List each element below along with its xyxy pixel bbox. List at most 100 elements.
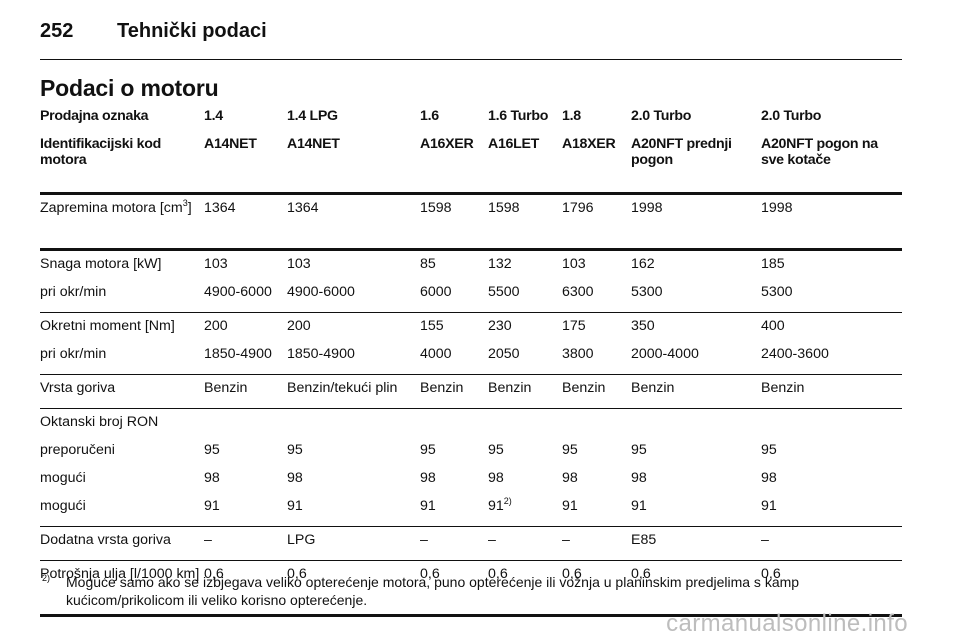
table-cell: Benzin <box>204 374 287 409</box>
table-cell: – <box>562 526 631 561</box>
page-header: Tehnički podaci <box>117 20 267 42</box>
table-cell: 98 <box>562 470 578 486</box>
table-cell: 3800 <box>562 346 631 375</box>
table-row: Oktanski broj RON <box>40 409 902 443</box>
table-row: pri okr/min 1850-4900 1850-4900 4000 205… <box>40 346 902 375</box>
table-row: preporučeni 95 95 95 95 95 95 95 <box>40 442 902 470</box>
table-cell: 200 <box>204 318 228 334</box>
header-cell: A14NET <box>287 136 420 195</box>
table-cell: LPG <box>287 526 420 561</box>
header-cell: A18XER <box>562 136 631 195</box>
table-cell: 95 <box>204 442 220 458</box>
table-cell: 5500 <box>488 284 562 313</box>
header-cell: 1.4 LPG <box>287 108 338 124</box>
table-cell: 4000 <box>420 346 488 375</box>
table-cell: Benzin/tekući plin <box>287 374 420 409</box>
table-cell: 6300 <box>562 284 631 313</box>
footnote-text: Moguće samo ako se izbjegava veliko opte… <box>66 574 800 608</box>
table-cell: – <box>420 526 488 561</box>
table-cell: 200 <box>287 318 311 334</box>
table-cell: 0,6 <box>287 560 420 617</box>
table-cell: 95 <box>287 442 303 458</box>
row-label: preporučeni <box>40 442 115 458</box>
table-header-row: Identifikacijski kod motora A14NET A14NE… <box>40 136 902 195</box>
page-number: 252 <box>40 20 74 42</box>
table-cell: 95 <box>761 442 777 458</box>
table-header-row: Prodajna oznaka 1.4 1.4 LPG 1.6 1.6 Turb… <box>40 108 902 136</box>
row-label: Okretni moment [Nm] <box>40 318 175 334</box>
table-cell: 91 <box>287 498 420 527</box>
table-cell: 98 <box>761 470 777 486</box>
table-cell: 98 <box>488 470 504 486</box>
table-cell: 103 <box>287 256 311 272</box>
row-label: Zapremina motora [cm3] <box>40 193 204 251</box>
table-row: Vrsta goriva Benzin Benzin/tekući plin B… <box>40 374 902 409</box>
row-label: Oktanski broj RON <box>40 414 159 430</box>
table-cell: 85 <box>420 256 436 272</box>
table-cell: 98 <box>631 470 647 486</box>
table-cell: 5300 <box>761 284 902 313</box>
row-label: mogući <box>40 470 86 486</box>
header-cell: 2.0 Turbo <box>761 108 822 124</box>
row-label: Potrošnja ulja [l/1000 km] <box>40 560 204 617</box>
table-cell: Benzin <box>631 374 761 409</box>
table-cell: 175 <box>562 318 586 334</box>
table-cell: 230 <box>488 318 512 334</box>
table-cell: 132 <box>488 256 512 272</box>
header-cell: A16XER <box>420 136 488 195</box>
row-label: Vrsta goriva <box>40 374 204 409</box>
table-cell: Benzin <box>761 374 902 409</box>
table-cell: 95 <box>420 442 436 458</box>
table-cell: 103 <box>562 256 586 272</box>
footnote-mark: 2) <box>42 573 51 583</box>
table-cell: 0,6 <box>204 560 287 617</box>
table-cell: 5300 <box>631 284 761 313</box>
header-cell: A20NFT prednji pogon <box>631 136 761 195</box>
watermark: carmanualsonline.info <box>666 610 908 637</box>
table-cell: 0,6 <box>631 560 761 617</box>
table-cell: Benzin <box>562 374 631 409</box>
table-cell: 1850-4900 <box>287 346 420 375</box>
row-label: pri okr/min <box>40 346 204 375</box>
table-cell: – <box>204 526 287 561</box>
table-cell: 98 <box>204 470 220 486</box>
table-cell: 91 <box>420 498 488 527</box>
table-row: Snaga motora [kW] 103 103 85 132 103 162… <box>40 250 902 285</box>
table-cell: 2400-3600 <box>761 346 902 375</box>
table-row: Dodatna vrsta goriva – LPG – – – E85 – <box>40 526 902 561</box>
header-cell: 1.4 <box>204 108 223 124</box>
table-cell: 162 <box>631 256 655 272</box>
table-cell: 185 <box>761 256 785 272</box>
table-cell: E85 <box>631 526 761 561</box>
table-cell: – <box>761 526 902 561</box>
table-cell: 2000-4000 <box>631 346 761 375</box>
table-cell: 1364 <box>287 193 420 251</box>
table-cell: 1796 <box>562 193 631 251</box>
table-cell: 400 <box>761 318 785 334</box>
footnote-ref: 2) <box>503 496 512 506</box>
table-row: pri okr/min 4900-6000 4900-6000 6000 550… <box>40 284 902 313</box>
table-cell: 1364 <box>204 193 287 251</box>
table-cell: 91 <box>204 498 287 527</box>
header-rule <box>40 59 902 60</box>
table-cell: 4900-6000 <box>287 284 420 313</box>
table-cell: 155 <box>420 318 444 334</box>
row-label: Snaga motora [kW] <box>40 256 162 272</box>
header-cell: A16LET <box>488 136 562 195</box>
table-row: mogući 98 98 98 98 98 98 98 <box>40 470 902 498</box>
table-cell: 1850-4900 <box>204 346 287 375</box>
table-cell: 2050 <box>488 346 562 375</box>
table-cell: Benzin <box>420 374 488 409</box>
table-row: mogući 91 91 91 912) 91 91 91 <box>40 496 902 527</box>
header-cell: 1.6 Turbo <box>488 108 549 124</box>
table-cell: 91 <box>562 498 631 527</box>
table-cell: 0,6 <box>562 560 631 617</box>
table-row: Potrošnja ulja [l/1000 km] 0,6 0,6 0,6 0… <box>40 560 902 617</box>
table-row: Okretni moment [Nm] 200 200 155 230 175 … <box>40 313 902 347</box>
section-title: Podaci o motoru <box>40 75 219 101</box>
header-cell: A20NFT pogon na sve kotače <box>761 136 902 195</box>
header-cell: A14NET <box>204 136 287 195</box>
header-cell: 2.0 Turbo <box>631 108 692 124</box>
header-cell: 1.6 <box>420 108 439 124</box>
table-cell: 98 <box>287 470 303 486</box>
